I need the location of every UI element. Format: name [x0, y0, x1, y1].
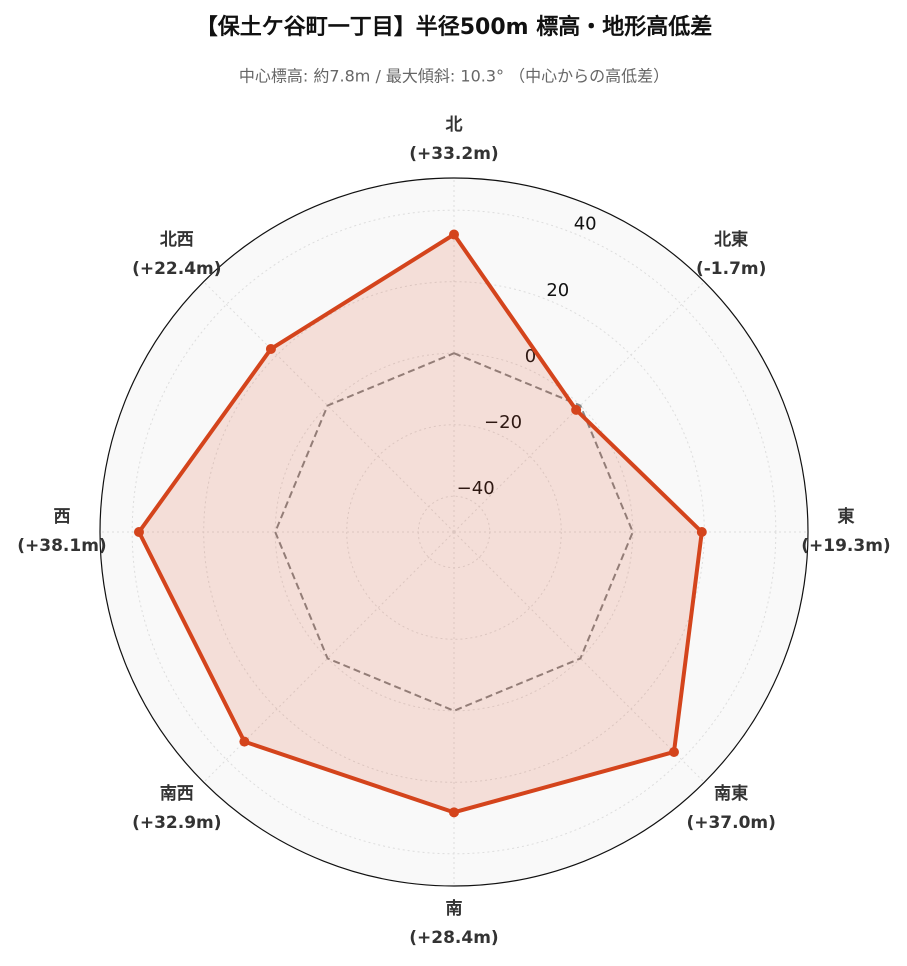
chart-title: 【保土ケ谷町一丁目】半径500m 標高・地形高低差 [196, 14, 713, 40]
data-point [133, 527, 144, 537]
spoke [453, 531, 705, 783]
category-label: 北 [446, 115, 463, 135]
value-label: (+32.9m) [132, 813, 221, 833]
category-label: 東 [838, 506, 855, 527]
data-point [668, 746, 679, 757]
grid-ring [274, 352, 634, 712]
data-point [449, 807, 459, 818]
category-label: 北東 [714, 229, 748, 250]
value-label: (+28.4m) [409, 928, 498, 948]
value-label: (+33.2m) [409, 144, 498, 164]
r-tick-label: 20 [546, 280, 569, 301]
value-label: (-1.7m) [696, 259, 766, 279]
reference-line [274, 352, 634, 712]
grid-ring [346, 424, 562, 640]
value-label: (+37.0m) [686, 813, 775, 833]
data-point [239, 736, 250, 747]
value-label: (+22.4m) [132, 259, 221, 279]
chart-subtitle: 中心標高: 約7.8m / 最大傾斜: 10.3° （中心からの高低差） [239, 67, 669, 86]
category-label: 北西 [160, 230, 194, 250]
r-tick-label: −20 [484, 412, 522, 433]
outer-ring [99, 177, 809, 887]
r-tick-label: −40 [457, 478, 495, 499]
data-point [571, 404, 582, 415]
category-label: 南西 [160, 783, 194, 804]
value-label: (+19.3m) [801, 536, 890, 556]
data-point [696, 527, 707, 537]
r-tick-label: 40 [574, 214, 597, 235]
category-label: 南東 [714, 783, 748, 804]
r-tick-label: 0 [525, 346, 536, 367]
data-point [265, 343, 276, 354]
data-point [449, 229, 459, 240]
spoke [203, 281, 455, 533]
category-label: 南 [446, 898, 463, 919]
category-label: 西 [54, 507, 71, 527]
value-label: (+38.1m) [17, 536, 106, 556]
